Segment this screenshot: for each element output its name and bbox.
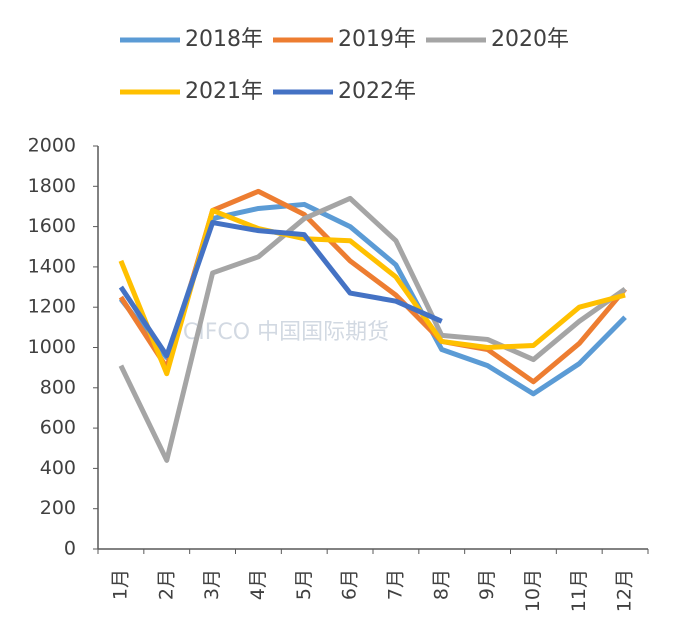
series-line (118, 220, 443, 359)
x-tick-label: 12月 (614, 569, 636, 612)
y-tick-label: 1600 (28, 215, 76, 237)
x-tick-label: 4月 (247, 569, 269, 600)
legend-label: 2021年 (185, 79, 263, 104)
watermark: CIFCO 中国国际期货 (183, 320, 389, 345)
x-tick-label: 3月 (201, 569, 223, 600)
x-tick-label: 2月 (155, 569, 177, 600)
x-tick-label: 10月 (522, 569, 544, 612)
y-tick-label: 800 (40, 376, 76, 398)
y-tick-label: 0 (64, 538, 76, 560)
y-tick-label: 1800 (28, 175, 76, 197)
legend-label: 2019年 (338, 27, 416, 52)
x-tick-label: 1月 (109, 569, 131, 600)
x-tick-label: 6月 (339, 569, 361, 600)
y-tick-label: 2000 (28, 135, 76, 157)
x-tick-label: 9月 (476, 569, 498, 600)
y-tick-label: 600 (40, 417, 76, 439)
x-tick-label: 11月 (568, 569, 590, 612)
y-tick-label: 200 (40, 497, 76, 519)
legend-label: 2020年 (491, 27, 569, 52)
x-tick-label: 7月 (384, 569, 406, 600)
y-tick-label: 1400 (28, 255, 76, 277)
y-tick-label: 400 (40, 457, 76, 479)
legend-label: 2022年 (338, 79, 416, 104)
y-tick-label: 1000 (28, 336, 76, 358)
y-tick-label: 1200 (28, 296, 76, 318)
x-tick-label: 8月 (430, 569, 452, 600)
x-tick-label: 5月 (293, 569, 315, 600)
legend-label: 2018年 (185, 27, 263, 52)
series-line (118, 195, 627, 463)
